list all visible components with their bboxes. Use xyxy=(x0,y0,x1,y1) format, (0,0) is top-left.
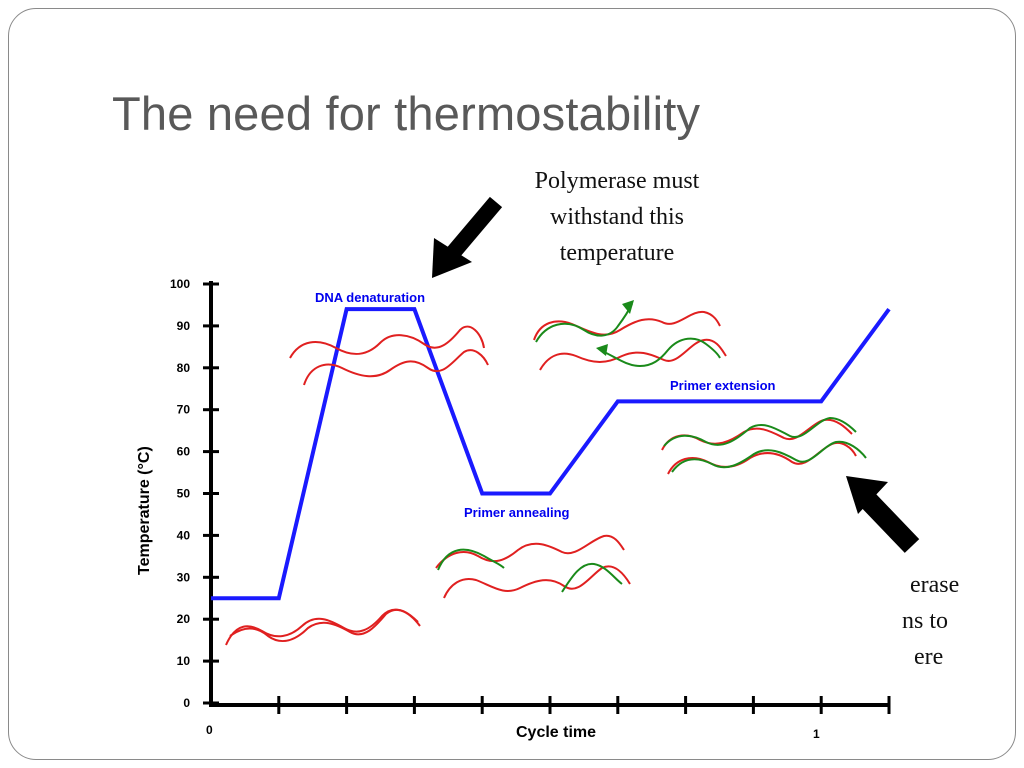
x-tick-marks xyxy=(277,696,891,714)
page-title: The need for thermostability xyxy=(112,87,701,140)
stage-label-annealing: Primer annealing xyxy=(464,505,570,520)
slide-frame xyxy=(8,8,1016,760)
callout-top-line-3: temperature xyxy=(559,240,675,266)
y-tick-label: 30 xyxy=(177,570,191,584)
y-tick-label: 20 xyxy=(177,612,191,626)
y-tick-label: 10 xyxy=(177,654,191,668)
dna-denatured-strands xyxy=(289,325,489,386)
arrow-to-extension-icon xyxy=(846,476,920,553)
y-tick-label: 70 xyxy=(177,403,191,417)
callout-top: Polymerase must withstand this temperatu… xyxy=(502,163,732,271)
y-tick-label: 90 xyxy=(177,319,191,333)
temperature-profile-line xyxy=(211,307,891,601)
dna-extending-strands xyxy=(533,300,727,371)
stage-label-extension: Primer extension xyxy=(670,378,776,393)
callout-bottom-line-2: ns to xyxy=(902,608,949,634)
callout-bottom-line-3: ere xyxy=(914,644,944,670)
callout-bottom-line-1: erase xyxy=(910,572,960,598)
stage-label-denaturation: DNA denaturation xyxy=(315,290,425,305)
y-axis-title: Temperature (°C) xyxy=(136,446,153,575)
arrow-to-peak-icon xyxy=(432,196,503,278)
x-tick-label-1: 1 xyxy=(813,727,820,741)
x-tick-label-0: 0 xyxy=(206,723,213,737)
y-tick-label: 100 xyxy=(170,277,190,291)
y-tick-label: 80 xyxy=(177,361,191,375)
dna-completed-strands xyxy=(661,416,867,475)
y-tick-label: 40 xyxy=(177,528,191,542)
callout-bottom: erase ns to ere xyxy=(862,567,992,697)
dna-double-strand-initial xyxy=(225,608,421,646)
y-tick-label: 60 xyxy=(177,445,191,459)
dna-annealed-strands xyxy=(435,534,631,599)
callout-top-line-1: Polymerase must xyxy=(534,168,700,194)
y-tick-label: 50 xyxy=(177,487,191,501)
y-tick-marks xyxy=(203,282,219,705)
y-tick-label: 0 xyxy=(183,696,190,710)
x-axis-title: Cycle time xyxy=(516,724,596,741)
callout-top-line-2: withstand this xyxy=(549,204,684,230)
